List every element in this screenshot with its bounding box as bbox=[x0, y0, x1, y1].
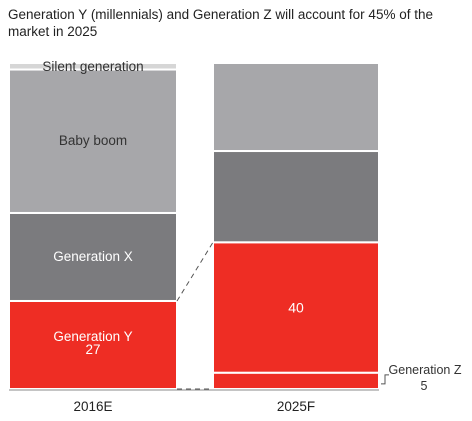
bars-group bbox=[8, 62, 380, 391]
label-silent-generation: Silent generation bbox=[42, 59, 143, 74]
label-generation-z: Generation Z bbox=[389, 363, 462, 377]
bar-segment-baby-boom-2025f bbox=[212, 62, 380, 153]
value-generation-y-2025f: 40 bbox=[288, 300, 304, 316]
segment-labels-group: Silent generation Baby boom Generation X Ge… bbox=[42, 59, 461, 393]
bar-segment-gen-x-2016e bbox=[8, 211, 178, 302]
chart-title: Generation Y (millennials) and Generatio… bbox=[8, 7, 433, 39]
bar-segment-gen-x-2025f bbox=[212, 150, 380, 244]
x-tick-label-2016e: 2016E bbox=[73, 399, 112, 414]
callout-bracket-generation-z bbox=[381, 374, 389, 385]
value-generation-y-2016e: 27 bbox=[85, 342, 100, 357]
label-baby-boom: Baby boom bbox=[59, 133, 127, 148]
connector-lines bbox=[176, 242, 214, 390]
connector-gen-y-top bbox=[176, 242, 214, 302]
x-tick-label-2025f: 2025F bbox=[277, 399, 315, 414]
bar-segment-gen-y-2025f bbox=[212, 241, 380, 374]
value-generation-z-2025f: 5 bbox=[421, 379, 428, 393]
label-generation-y: Generation Y bbox=[53, 329, 132, 344]
bar-segment-baby-boom-2016e bbox=[8, 68, 178, 214]
bar-segment-gen-z-2025f bbox=[212, 371, 380, 391]
label-generation-x: Generation X bbox=[53, 249, 133, 264]
bar-segment-silent-2016e bbox=[8, 62, 178, 71]
x-axis: 2016E 2025F bbox=[9, 389, 379, 414]
bar-segment-gen-y-2016e bbox=[8, 299, 178, 391]
